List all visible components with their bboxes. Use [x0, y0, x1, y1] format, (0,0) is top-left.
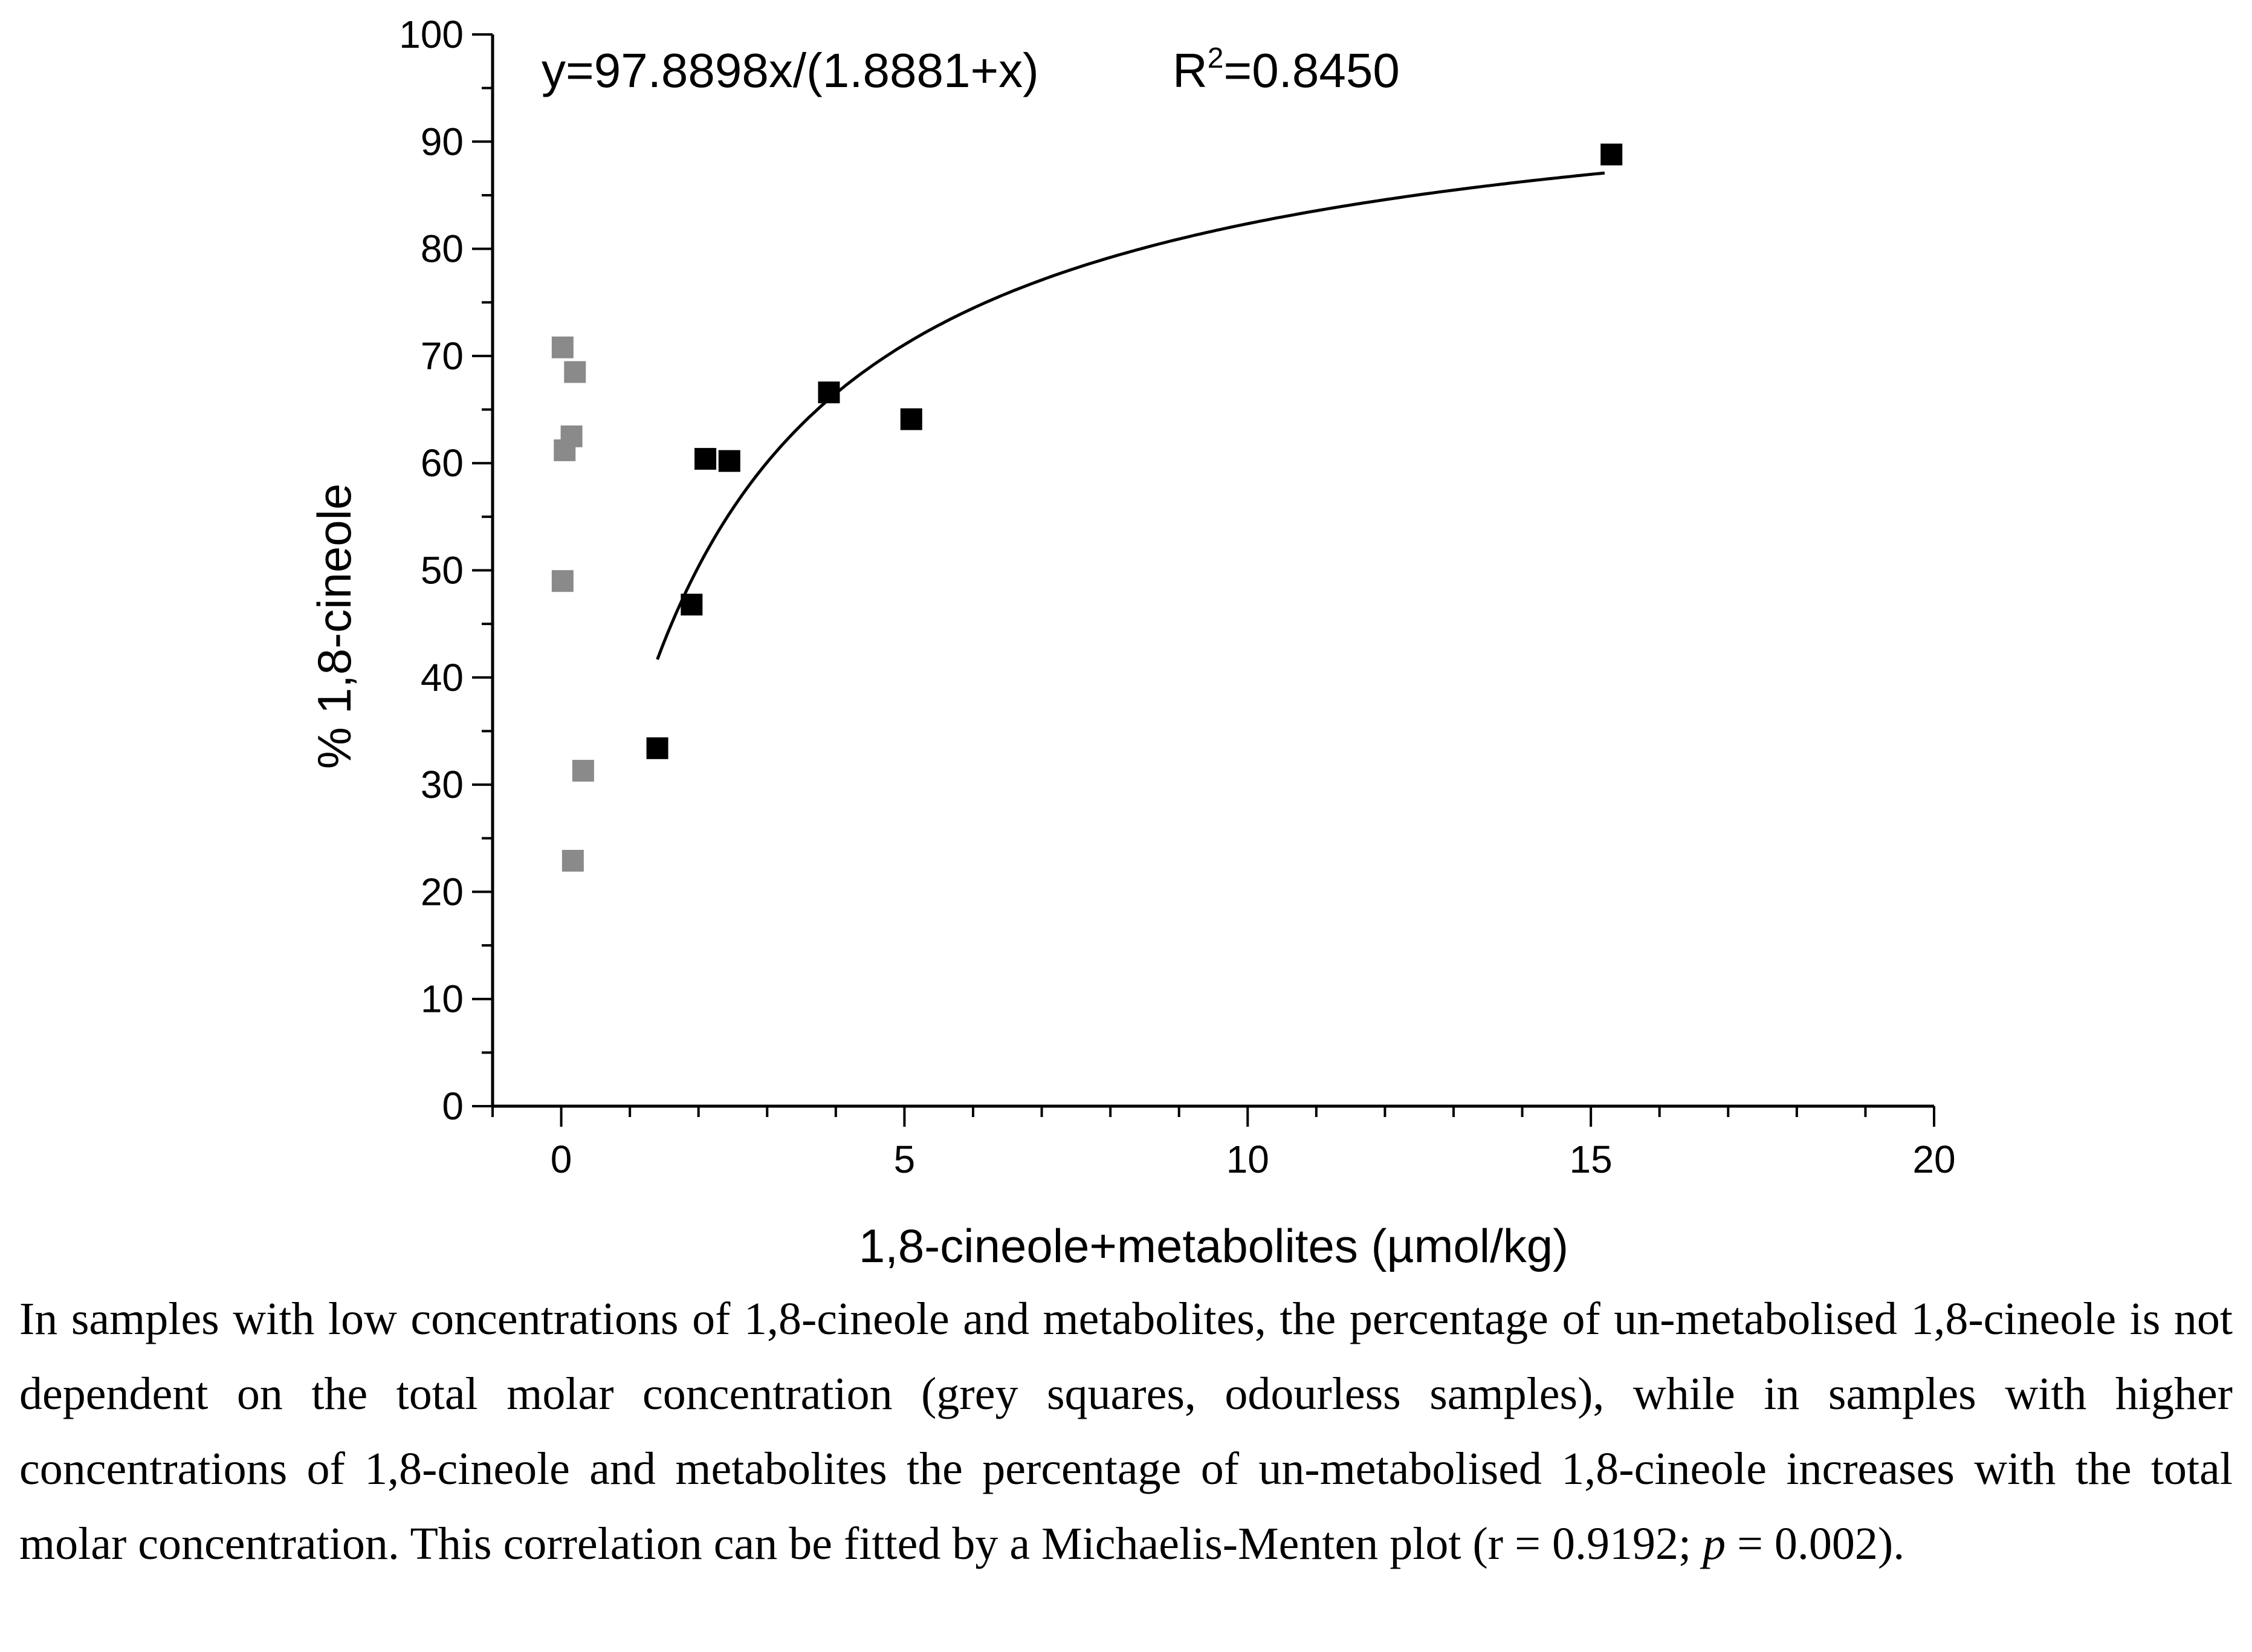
x-tick-label: 10 — [1226, 1138, 1269, 1181]
grey-square-point — [551, 336, 574, 358]
black-square-point — [1600, 143, 1623, 166]
labels-layer: y=97.8898x/(1.8881+x) R2=0.8450 1,8-cine… — [308, 42, 1568, 1272]
grey-square-point — [554, 439, 576, 461]
points-layer — [551, 143, 1623, 872]
black-square-point — [694, 448, 717, 470]
black-points-series — [646, 143, 1623, 759]
caption-text-end: = 0.002). — [1726, 1518, 1905, 1569]
x-tick-label: 20 — [1912, 1138, 1955, 1181]
y-tick-label: 40 — [421, 656, 464, 699]
chart-container: 0 10 20 30 40 50 60 70 80 90 100 0 5 10 15 20 y=97.8898… — [308, 13, 1956, 1272]
grey-square-point — [551, 570, 574, 592]
r-squared-annotation: R2=0.8450 — [1173, 42, 1400, 97]
y-axis-title: % 1,8-cineole — [308, 484, 361, 769]
y-tick-label: 100 — [399, 13, 464, 56]
x-tick-label: 15 — [1570, 1138, 1613, 1181]
grey-square-point — [561, 849, 584, 872]
grey-points-series — [551, 336, 594, 872]
x-axis-title: 1,8-cineole+metabolites (µmol/kg) — [859, 1219, 1568, 1272]
y-tick-label: 90 — [421, 120, 464, 163]
caption-text: In samples with low concentrations of 1,… — [19, 1294, 2233, 1569]
grey-square-point — [564, 361, 586, 383]
equation-annotation: y=97.8898x/(1.8881+x) — [542, 44, 1039, 97]
r-squared-letter: R — [1173, 44, 1208, 97]
black-square-point — [718, 450, 740, 472]
r-squared-value: =0.8450 — [1223, 44, 1399, 97]
scatter-chart: 0 10 20 30 40 50 60 70 80 90 100 0 5 10 15 20 y=97.8898… — [308, 13, 1956, 1272]
fit-curve — [656, 171, 1605, 660]
y-tick-label: 20 — [421, 870, 464, 913]
grey-square-point — [572, 760, 594, 782]
x-tick-label: 5 — [894, 1138, 916, 1181]
y-tick-label: 60 — [421, 441, 464, 485]
axes: 0 10 20 30 40 50 60 70 80 90 100 0 5 10 15 20 — [399, 13, 1955, 1181]
y-tick-label: 0 — [442, 1084, 464, 1128]
y-tick-label: 30 — [421, 763, 464, 806]
y-tick-label: 70 — [421, 334, 464, 378]
x-tick-label: 0 — [551, 1138, 572, 1181]
r-squared-superscript: 2 — [1208, 42, 1224, 74]
black-square-point — [900, 408, 922, 430]
y-tick-label: 10 — [421, 977, 464, 1021]
p-symbol: p — [1703, 1518, 1726, 1569]
y-tick-label: 80 — [421, 227, 464, 271]
black-square-point — [681, 594, 703, 616]
fit-layer — [656, 171, 1605, 660]
y-tick-label: 50 — [421, 549, 464, 592]
black-square-point — [646, 737, 668, 759]
black-square-point — [818, 381, 840, 404]
figure-caption: In samples with low concentrations of 1,… — [19, 1281, 2233, 1581]
